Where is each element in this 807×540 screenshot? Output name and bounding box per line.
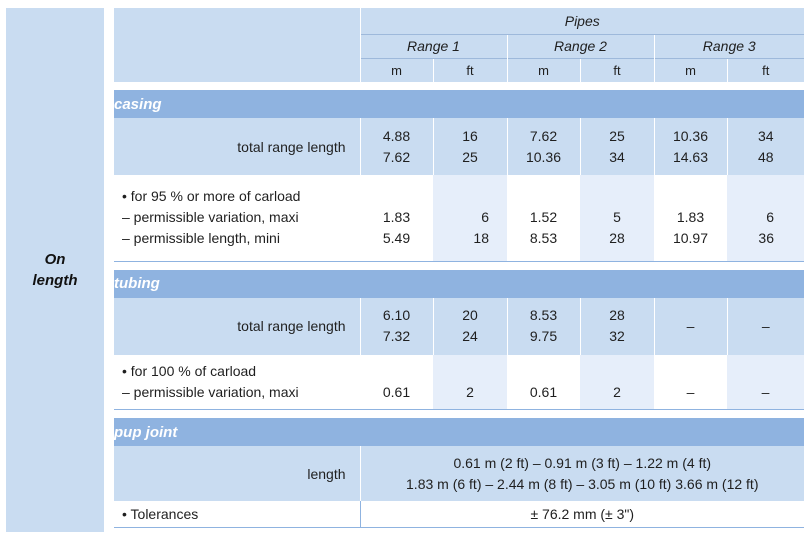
tolerances-row: • Tolerances ± 76.2 mm (± 3")	[114, 501, 804, 527]
pup-joint-lengths: 0.61 m (2 ft) – 0.91 m (3 ft) – 1.22 m (…	[359, 446, 804, 501]
section-tubing: tubing	[114, 269, 804, 298]
header-range-1: Range 1	[359, 33, 507, 58]
pipe-length-table: Pipes Range 1 Range 2 Range 3 m ft m ft …	[114, 8, 804, 528]
tubing-note-cell: –	[654, 354, 727, 410]
casing-total-cell: 4.88 7.62	[359, 118, 433, 175]
tubing-note-row: • for 100 % of carload – permissible var…	[114, 354, 804, 410]
section-casing-title: casing	[114, 90, 804, 118]
tubing-total-cell: 28 32	[579, 297, 654, 355]
tubing-note-cell: 2	[580, 354, 654, 410]
casing-note-cell: 1.52 8.53	[507, 175, 580, 261]
header-group-row: Pipes	[114, 8, 804, 82]
header-blank	[114, 8, 360, 82]
unit-ft: ft	[432, 57, 507, 82]
casing-total-cell: 25 34	[579, 118, 654, 175]
section-tubing-title: tubing	[114, 269, 804, 298]
tubing-total-cell: 20 24	[432, 297, 507, 355]
tubing-note-label: • for 100 % of carload – permissible var…	[114, 354, 360, 410]
side-label-line-1: On	[44, 251, 66, 268]
tubing-total-label: total range length	[114, 297, 360, 355]
side-label-line-2: length	[32, 272, 78, 289]
pup-joint-length-row: length 0.61 m (2 ft) – 0.91 m (3 ft) – 1…	[114, 446, 804, 501]
tubing-total-row: total range length 6.10 7.32 20 24 8.53 9.7…	[114, 297, 804, 355]
tubing-total-cell: –	[653, 297, 727, 355]
tubing-note-cell: –	[727, 354, 804, 410]
tubing-note-cell: 0.61	[507, 354, 580, 410]
casing-total-row: total range length 4.88 7.62 16 25 7.62 10.…	[114, 118, 804, 175]
unit-ft: ft	[726, 57, 804, 82]
casing-total-cell: 10.36 14.63	[653, 118, 727, 175]
tubing-note-cell: 0.61	[360, 354, 433, 410]
casing-note-cell: 5 28	[580, 175, 654, 261]
tubing-total-cell: 6.10 7.32	[359, 297, 433, 355]
tolerances-value: ± 76.2 mm (± 3")	[359, 501, 804, 527]
header-pipes: Pipes	[359, 8, 804, 34]
unit-ft: ft	[579, 57, 654, 82]
casing-note-cell: 1.83 10.97	[654, 175, 727, 261]
header-units-row: m ft m ft m ft	[114, 57, 804, 82]
pup-joint-length-label: length	[114, 446, 360, 501]
pup-joint-line-2: 1.83 m (6 ft) – 2.44 m (8 ft) – 3.05 m (…	[406, 475, 759, 492]
tubing-note-cell: 2	[433, 354, 507, 410]
casing-note-label: • for 95 % or more of carload – permissi…	[114, 175, 360, 261]
pup-joint-line-1: 0.61 m (2 ft) – 0.91 m (3 ft) – 1.22 m (…	[453, 454, 712, 471]
section-pup-joint-title: pup joint	[114, 418, 804, 446]
casing-note-cell: 6 18	[433, 175, 507, 261]
casing-total-cell: 16 25	[432, 118, 507, 175]
section-casing: casing	[114, 90, 804, 118]
casing-note-cell: 1.83 5.49	[360, 175, 433, 261]
header-range-2: Range 2	[506, 33, 654, 58]
tubing-total-cell: –	[726, 297, 804, 355]
header-range-3: Range 3	[653, 33, 804, 58]
section-pup-joint: pup joint	[114, 418, 804, 446]
tubing-total-cell: 8.53 9.75	[506, 297, 580, 355]
unit-m: m	[653, 57, 727, 82]
unit-m: m	[359, 57, 433, 82]
tolerances-label: • Tolerances	[114, 501, 360, 527]
on-length-label: On length	[6, 8, 104, 532]
casing-total-cell: 7.62 10.36	[506, 118, 580, 175]
casing-note-row: • for 95 % or more of carload – permissi…	[114, 175, 804, 261]
header-range-row: Range 1 Range 2 Range 3	[114, 33, 804, 58]
unit-m: m	[506, 57, 580, 82]
casing-total-label: total range length	[114, 118, 360, 175]
casing-total-cell: 34 48	[726, 118, 804, 175]
casing-note-cell: 6 36	[727, 175, 804, 261]
